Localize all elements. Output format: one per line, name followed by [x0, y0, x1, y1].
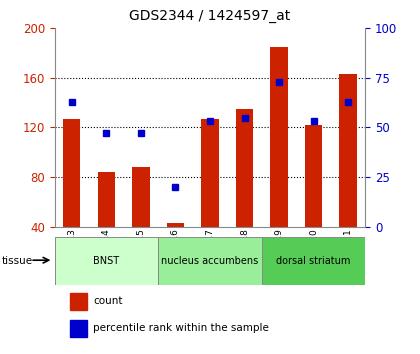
Bar: [132, 167, 150, 276]
Bar: [63, 119, 81, 276]
Bar: [305, 125, 322, 276]
Text: nucleus accumbens: nucleus accumbens: [161, 256, 259, 266]
Bar: [158, 237, 262, 285]
Bar: [55, 237, 158, 285]
Bar: [262, 237, 365, 285]
Text: count: count: [93, 296, 123, 306]
Text: dorsal striatum: dorsal striatum: [276, 256, 351, 266]
Bar: [339, 74, 357, 276]
Bar: [201, 119, 219, 276]
Text: BNST: BNST: [93, 256, 119, 266]
Bar: [70, 293, 87, 309]
Text: tissue: tissue: [2, 256, 33, 266]
Bar: [270, 47, 288, 276]
Text: percentile rank within the sample: percentile rank within the sample: [93, 323, 269, 333]
Bar: [70, 320, 87, 337]
Bar: [236, 109, 253, 276]
Bar: [98, 172, 115, 276]
Text: GDS2344 / 1424597_at: GDS2344 / 1424597_at: [129, 9, 291, 23]
Bar: [167, 223, 184, 276]
